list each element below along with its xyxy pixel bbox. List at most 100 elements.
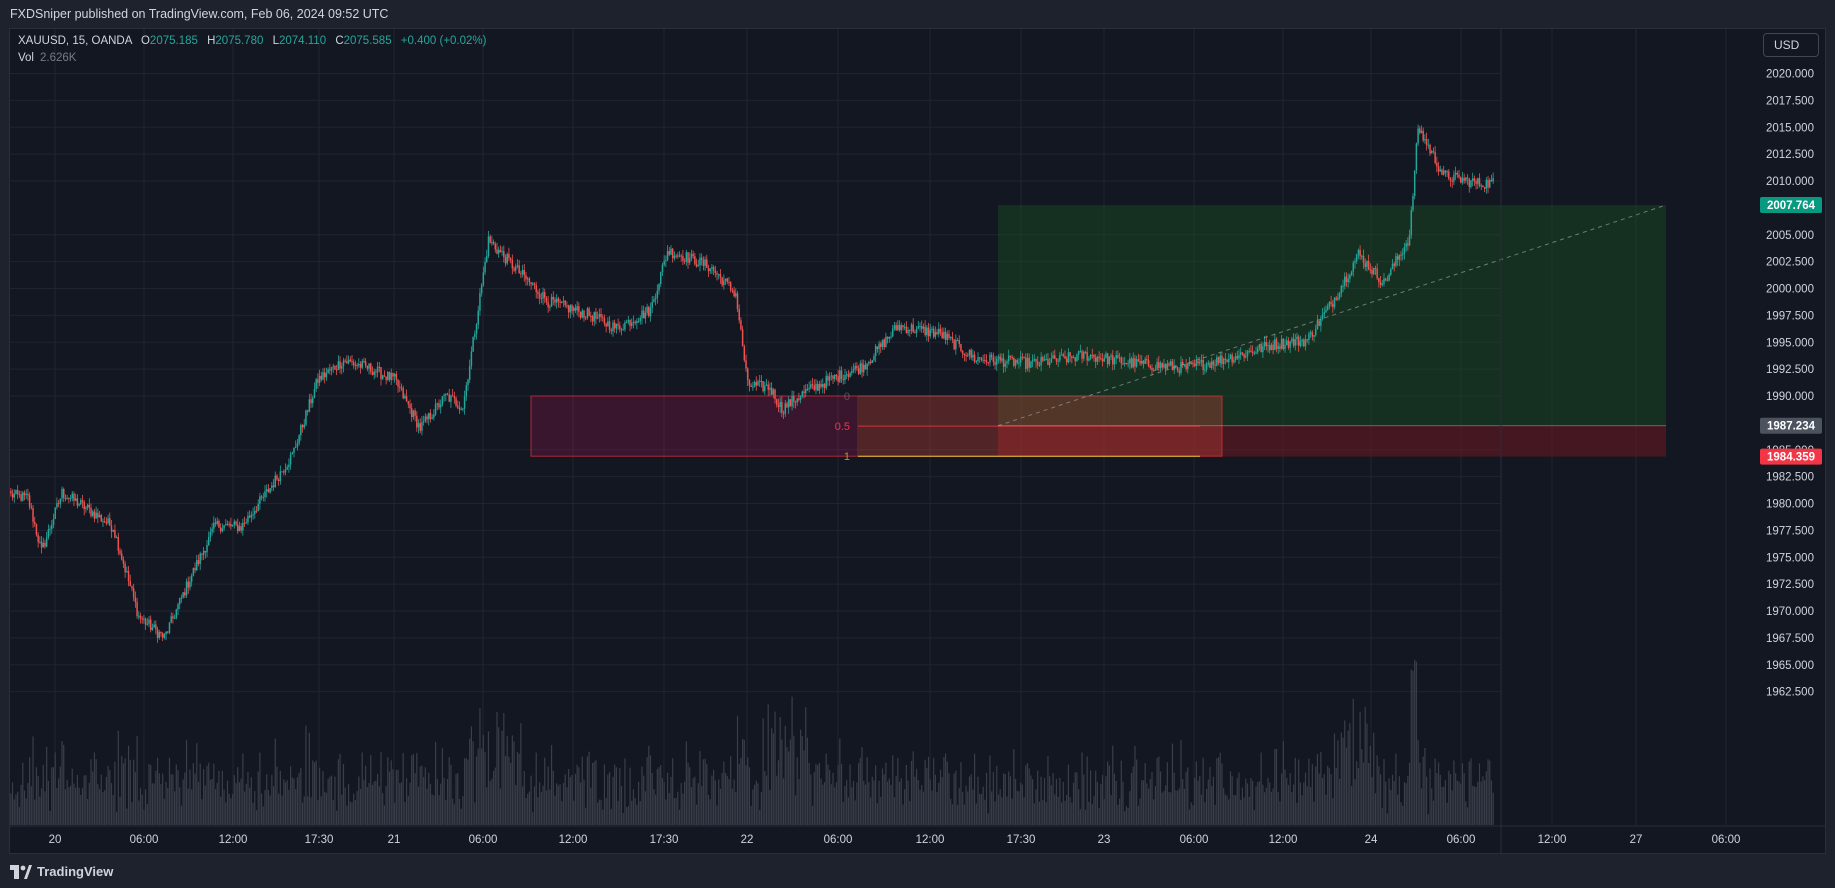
volume-bar (953, 773, 955, 825)
candle-body (1047, 359, 1049, 365)
candle-body (158, 631, 161, 638)
candle-body (1391, 263, 1394, 270)
candle-body (1023, 357, 1025, 359)
candle-body (1313, 335, 1315, 337)
volume-bar (1405, 783, 1407, 825)
volume-bar (504, 755, 507, 825)
candle-body (68, 498, 70, 500)
volume-bar (162, 773, 164, 825)
volume-bar (129, 760, 131, 825)
currency-button[interactable]: USD (1763, 33, 1819, 57)
candle-body (629, 319, 631, 326)
volume-bar (1021, 784, 1023, 825)
candle-body (1468, 178, 1471, 187)
candle-body (293, 447, 295, 453)
volume-bar (979, 793, 981, 825)
volume-bar (803, 750, 805, 825)
volume-bar (781, 739, 783, 825)
volume-bar (651, 772, 653, 825)
volume-bar (997, 794, 1000, 825)
candle-body (298, 435, 300, 444)
volume-bar (1323, 774, 1325, 825)
candle-body (204, 550, 207, 553)
candle-body (735, 293, 737, 297)
volume-bar (689, 767, 691, 825)
volume-bar (791, 696, 793, 825)
candle-body (868, 361, 870, 364)
candle-body (1410, 210, 1413, 235)
candle-body (876, 346, 879, 349)
candle-body (990, 354, 993, 358)
volume-bar (822, 784, 824, 825)
candle-body (630, 322, 633, 326)
candle-body (1088, 358, 1090, 361)
volume-bar (847, 797, 849, 825)
candle-body (1089, 355, 1092, 359)
candle-body (51, 524, 53, 529)
volume-bar (93, 752, 96, 825)
candle-body (438, 403, 440, 408)
candle-body (820, 383, 822, 388)
volume-bar (453, 804, 455, 825)
tradingview-logo[interactable]: TradingView (10, 864, 113, 879)
candle-body (1260, 344, 1262, 353)
candle-body (1163, 364, 1165, 368)
volume-bar (1436, 773, 1438, 825)
volume-bar (226, 780, 229, 825)
price-tag-bg (1760, 448, 1822, 465)
volume-bar (1107, 761, 1109, 825)
candle-body (659, 272, 662, 284)
volume-bar (663, 782, 665, 825)
volume-bar (83, 775, 85, 825)
volume-bar (278, 793, 280, 825)
volume-bar (764, 771, 766, 825)
candle-body (530, 282, 532, 285)
candle-body (95, 512, 97, 519)
drawing-overlay: 00.51 (835, 204, 1667, 463)
candle-body (1106, 353, 1109, 365)
candle-body (1403, 246, 1406, 254)
volume-bar (1096, 782, 1099, 825)
candle-body (146, 623, 149, 625)
candle-body (839, 370, 841, 382)
volume-bar (1192, 805, 1194, 825)
candle-body (960, 344, 962, 351)
candle-body (1144, 358, 1146, 364)
volume-bar (1422, 756, 1424, 825)
candle-body (354, 364, 357, 366)
price-tick-label: 2015.000 (1766, 122, 1814, 134)
volume-bar (97, 784, 99, 825)
price-tick-label: 1982.500 (1766, 472, 1814, 484)
volume-bar (789, 739, 791, 825)
volume-bar (858, 763, 860, 825)
volume-bar (530, 775, 532, 825)
volume-bar (257, 771, 259, 825)
volume-bar (448, 757, 450, 825)
candle-body (1274, 339, 1276, 350)
volume-bar (1262, 784, 1264, 825)
chart-pane[interactable] (9, 28, 1826, 854)
volume-bar (829, 769, 831, 825)
volume-bar (1480, 781, 1482, 825)
volume-bar (1412, 670, 1414, 825)
candle-body (383, 375, 386, 377)
volume-bar (1040, 776, 1042, 825)
volume-legend: Vol 2.626K (18, 52, 76, 64)
volume-bar (199, 763, 201, 825)
volume-bar (361, 752, 363, 825)
candle-body (658, 283, 660, 291)
volume-bar (344, 787, 346, 825)
volume-bar (1156, 758, 1158, 825)
volume-bar (823, 782, 826, 825)
candle-body (757, 381, 759, 386)
candle-body (1401, 253, 1404, 255)
candle-body (1094, 357, 1097, 362)
volume-bar (508, 756, 510, 825)
volume-bar (980, 794, 983, 825)
volume-bar (402, 753, 404, 825)
volume-bar (677, 791, 679, 825)
volume-bar (1275, 748, 1278, 825)
candle-body (1461, 177, 1464, 183)
candle-body (678, 255, 681, 257)
